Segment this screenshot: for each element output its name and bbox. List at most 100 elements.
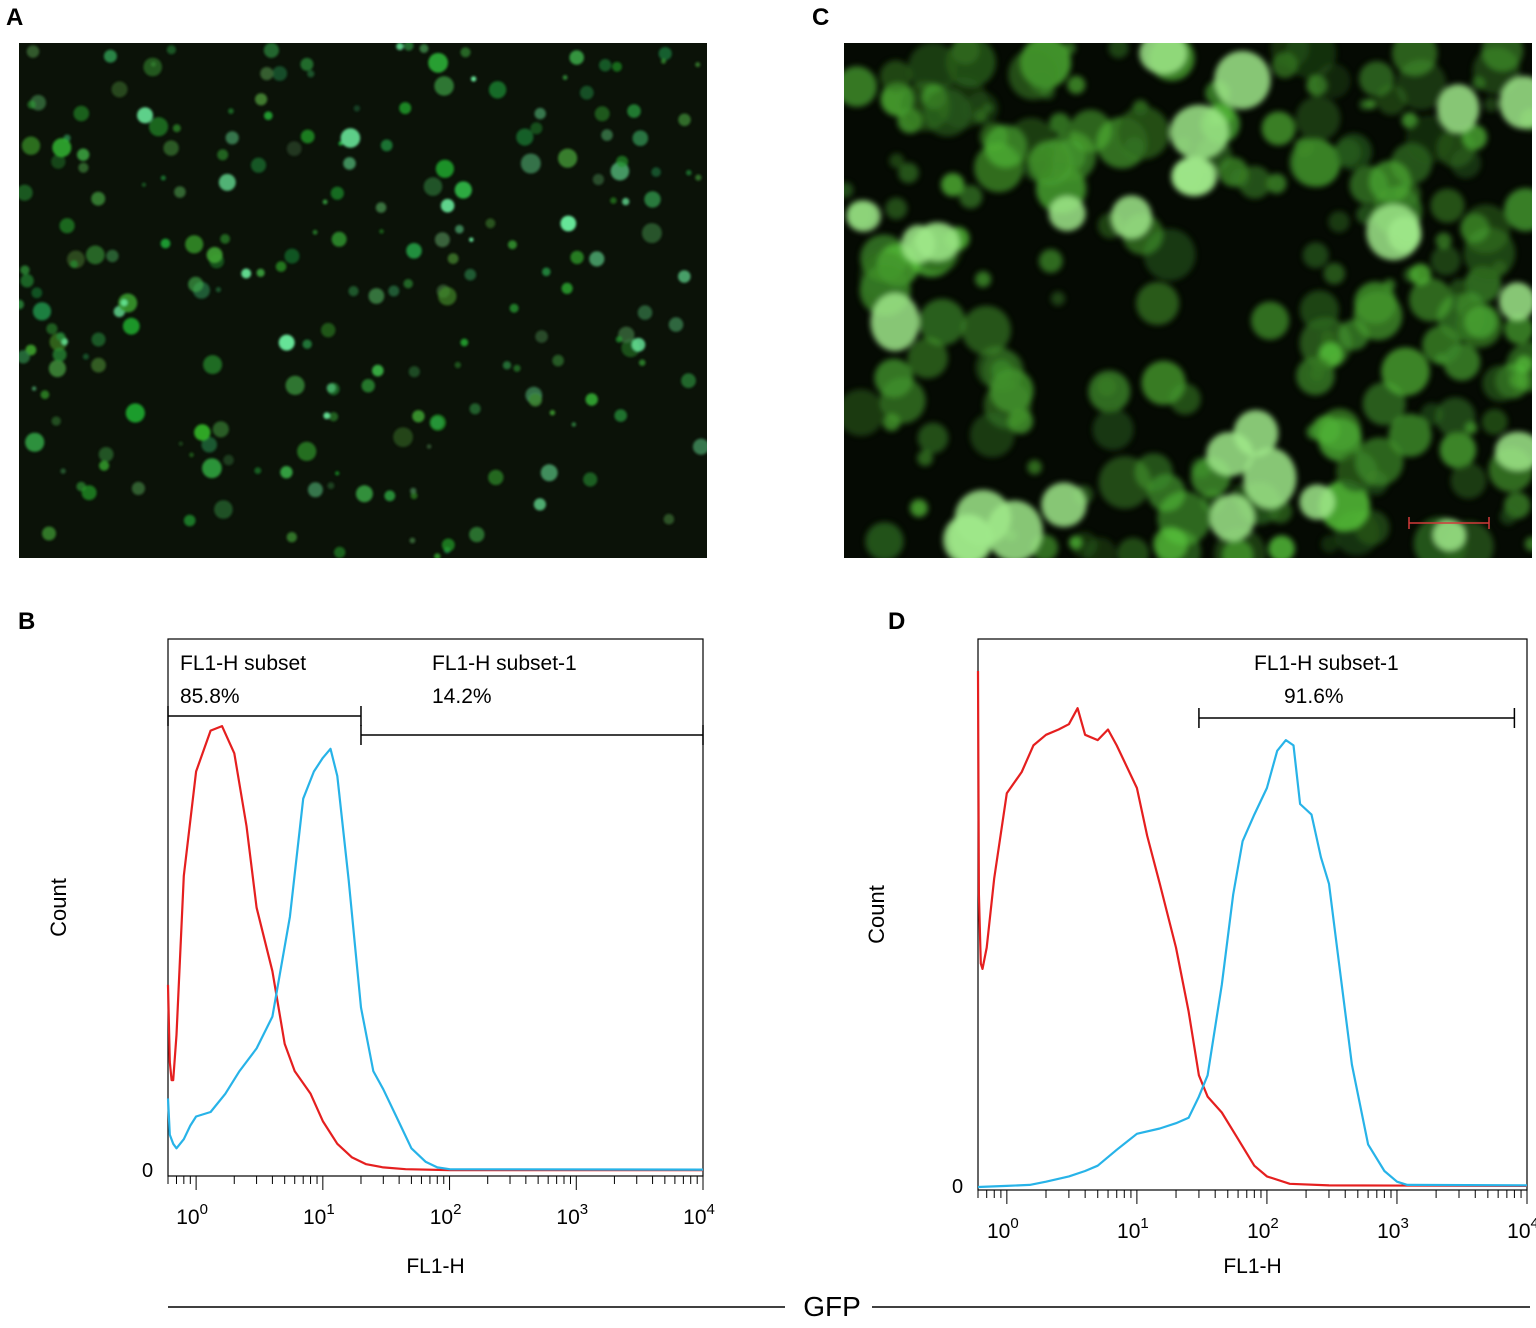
gate-percent: 14.2% [432,685,492,708]
cell-blob [678,113,691,127]
cell-blob [118,293,138,313]
cell-blob [485,218,496,229]
cell-blob [412,410,425,423]
cell-blob [686,169,692,176]
cell-blob [331,231,347,247]
cell-blob [1435,353,1447,365]
panel-label-a: A [6,4,24,31]
cell-blob [60,468,66,474]
cell-blob [1369,160,1412,203]
cell-blob [189,452,194,458]
cell-blob [51,154,66,169]
cell-blob [111,81,128,98]
cell-blob [678,270,691,283]
cell-blob [1170,104,1229,160]
cell-blob [434,553,441,558]
gate-name: FL1-H subset [180,652,306,675]
cell-blob [328,412,339,422]
cell-blob [1027,459,1042,475]
cell-blob [561,282,573,294]
gfp-histogram-line [977,739,1528,1189]
cell-blob [355,485,373,503]
cell-blob [31,287,43,299]
cell-blob [1328,211,1350,233]
cell-blob [73,105,90,122]
gate-percent: 85.8% [180,685,240,708]
cell-blob [285,375,305,395]
cell-blob [106,249,119,263]
cell-blob [19,350,30,364]
cell-blob [1435,232,1452,249]
cell-blob [1362,382,1406,426]
cell-blob [410,487,417,495]
cell-blob [599,59,612,72]
cell-blob [26,45,40,58]
cell-blob [272,66,288,81]
cell-blob [1041,482,1087,528]
cell-blob [1460,213,1490,243]
cell-blob [25,432,45,452]
cell-blob [658,47,672,61]
cell-blob [297,441,317,461]
cell-blob [263,43,279,58]
cell-blob [1504,314,1532,345]
gate-percent: 91.6% [1284,685,1344,708]
cell-blob [464,268,477,281]
cell-blob [241,268,252,279]
cell-blob [1233,410,1279,457]
cell-blob [1092,408,1134,451]
cell-blob [131,481,145,495]
cell-blob [223,454,234,466]
cell-blob [631,337,646,352]
cell-blob [528,393,542,407]
x-tick-label: 104 [1507,1215,1536,1243]
cell-blob [1482,365,1519,402]
cell-blob [338,141,343,146]
cell-blob [552,354,564,367]
cell-blob [1306,424,1322,440]
cell-blob [120,299,128,307]
cell-blob [880,377,926,424]
cell-blob [632,130,649,146]
y-axis-label: Count [864,885,889,944]
cell-blob [1139,43,1188,75]
cell-blob [469,237,474,242]
cell-blob [1157,491,1211,545]
cell-blob [562,75,568,80]
cell-blob [509,303,519,313]
cell-blob [215,287,221,293]
cell-blob [1309,366,1325,382]
cell-blob [1483,97,1499,112]
cell-blob [46,323,58,335]
cell-blob [663,513,675,525]
cell-blob [335,471,340,476]
cell-blob [330,186,344,200]
cell-blob [530,122,543,135]
cell-blob [326,383,336,393]
cell-blob [616,155,629,168]
cell-blob [865,522,904,558]
cell-blob [52,138,72,158]
x-axis-label: FL1-H [406,1255,464,1278]
cell-blob [1430,188,1465,223]
cell-blob [1318,417,1362,462]
cell-blob [592,173,605,186]
fluorescence-image-a [19,43,707,558]
cell-blob [627,104,641,118]
cell-blob [178,441,183,446]
cell-blob [321,322,336,338]
cell-blob [1471,76,1486,90]
cell-blob [622,197,630,206]
cell-blob [540,464,558,482]
y-zero-tick-label: 0 [952,1176,963,1198]
cell-blob [1049,112,1071,135]
cell-blob [1238,165,1272,199]
cell-blob [1338,319,1370,351]
cell-blob [372,364,384,377]
cell-blob [1422,325,1461,365]
cell-blob [56,332,66,341]
cell-blob [160,238,171,249]
cell-blob [470,76,477,82]
scale-bar [1408,517,1490,529]
cell-blob [898,162,919,184]
